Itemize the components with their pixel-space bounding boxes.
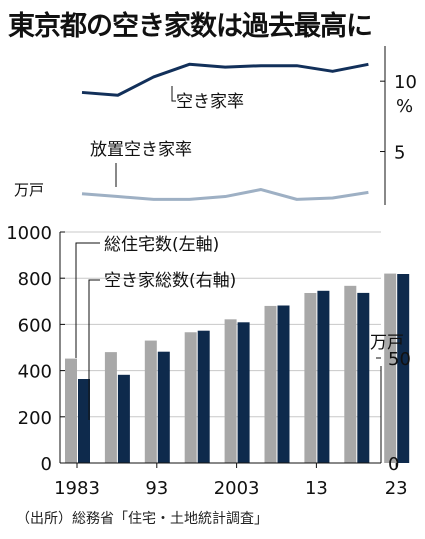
bar-housing xyxy=(104,352,117,463)
bar-housing xyxy=(224,319,237,463)
right-axis-unit: 万戸 xyxy=(370,333,404,353)
x-tick-label: 93 xyxy=(145,478,168,499)
line-series-label-vacancy: 空き家率 xyxy=(176,92,244,112)
bar-vacant xyxy=(357,292,370,463)
bar-housing xyxy=(65,358,77,463)
left-tick-label: 0 xyxy=(41,454,52,475)
bar-vacant xyxy=(197,330,210,463)
source-note: （出所）総務省「住宅・土地統計調査」 xyxy=(16,511,268,527)
line-panel: 5 10% 空き家率 放置空き家率 万戸 xyxy=(14,46,417,205)
line-unit-label: 万戸 xyxy=(14,181,44,199)
x-tick-label: 23 xyxy=(385,478,408,499)
bar-housing xyxy=(384,273,397,463)
bar-vacant xyxy=(117,374,130,463)
bar-vacant xyxy=(157,351,170,463)
x-tick-label: 2003 xyxy=(214,478,260,499)
x-tick-label: 1983 xyxy=(54,478,100,499)
line-series-label-abandoned: 放置空き家率 xyxy=(90,140,192,160)
left-tick-label: 800 xyxy=(18,269,52,290)
left-tick-label: 200 xyxy=(18,408,52,429)
x-tick-label: 13 xyxy=(305,478,328,499)
bar-vacant xyxy=(397,274,410,463)
right-tick-label: 50 xyxy=(388,349,411,370)
bar-vacant xyxy=(277,305,290,463)
bar-vacant xyxy=(78,379,90,463)
line-vacancy-rate xyxy=(81,62,369,97)
legend-housing: 総住宅数(左軸) xyxy=(104,235,219,255)
leader-vacancy xyxy=(171,86,176,102)
chart-title: 東京都の空き家数は過去最高に xyxy=(8,11,373,42)
legend-leader-vacant xyxy=(88,279,100,420)
line-tick-label: 10 xyxy=(394,72,417,93)
line-unit-percent: % xyxy=(396,96,413,117)
line-abandoned-rate xyxy=(81,188,369,201)
bar-vacant xyxy=(317,290,330,463)
bar-housing xyxy=(344,285,357,463)
bar-housing xyxy=(264,305,277,463)
legend-leader-housing xyxy=(75,242,100,358)
bar-housing xyxy=(304,292,317,463)
left-tick-label: 400 xyxy=(18,362,52,383)
bar-vacant xyxy=(237,322,250,463)
bar-housing xyxy=(144,340,157,463)
right-tick-label: 0 xyxy=(388,454,399,475)
bar-housing xyxy=(184,332,197,463)
left-tick-label: 600 xyxy=(18,315,52,336)
line-tick-label: 5 xyxy=(394,143,405,164)
left-tick-label: 1000 xyxy=(6,223,52,244)
legend-vacant: 空き家総数(右軸) xyxy=(104,271,236,291)
